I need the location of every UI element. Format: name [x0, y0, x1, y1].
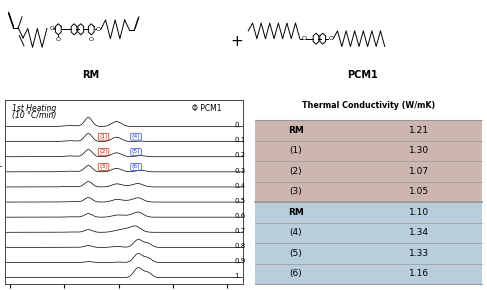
Text: 0.1: 0.1: [235, 137, 246, 143]
Text: (2): (2): [99, 149, 108, 154]
Text: RM: RM: [288, 126, 304, 135]
Text: (5): (5): [289, 249, 302, 258]
Text: Thermal Conductivity (W/mK): Thermal Conductivity (W/mK): [302, 101, 435, 110]
Text: O: O: [95, 27, 100, 32]
Bar: [255, 223, 482, 243]
Bar: [255, 264, 482, 284]
Text: (1): (1): [99, 134, 108, 139]
Text: (6): (6): [131, 164, 140, 169]
Text: 1.30: 1.30: [409, 146, 429, 155]
Text: 0.9: 0.9: [235, 258, 246, 264]
Text: 1.10: 1.10: [409, 208, 429, 217]
Text: 1.33: 1.33: [409, 249, 429, 258]
Text: 1: 1: [235, 273, 239, 279]
Text: O: O: [89, 37, 94, 42]
Y-axis label: Endothermic Up: Endothermic Up: [0, 161, 3, 223]
Text: O: O: [328, 36, 333, 41]
Bar: [255, 182, 482, 202]
Text: Φ PCM1: Φ PCM1: [192, 104, 222, 113]
Text: 0: 0: [235, 122, 239, 128]
Text: 0.2: 0.2: [235, 153, 246, 158]
Text: (4): (4): [131, 134, 140, 139]
Text: 0.3: 0.3: [235, 168, 246, 173]
Text: 1.07: 1.07: [409, 167, 429, 176]
Text: O: O: [56, 37, 61, 42]
Text: 0.8: 0.8: [235, 243, 246, 249]
Text: (4): (4): [290, 229, 302, 238]
Text: 1.34: 1.34: [409, 229, 429, 238]
Bar: [255, 141, 482, 161]
Text: 1.05: 1.05: [409, 187, 429, 196]
Text: 0.4: 0.4: [235, 183, 246, 188]
Text: PCM1: PCM1: [347, 70, 378, 80]
Text: 1.21: 1.21: [409, 126, 429, 135]
Bar: [255, 161, 482, 182]
Text: RM: RM: [288, 208, 304, 217]
Text: RM: RM: [82, 70, 99, 80]
Text: (3): (3): [99, 164, 108, 169]
Bar: [255, 202, 482, 223]
Text: 0.7: 0.7: [235, 228, 246, 234]
Text: 1st Heating: 1st Heating: [13, 104, 56, 113]
Text: O: O: [301, 36, 307, 41]
Bar: [255, 243, 482, 264]
Text: O: O: [49, 26, 54, 31]
Text: 0.5: 0.5: [235, 198, 246, 204]
Text: (10 °C/min): (10 °C/min): [13, 111, 57, 120]
Text: (2): (2): [290, 167, 302, 176]
Text: (3): (3): [289, 187, 302, 196]
Text: +: +: [230, 34, 243, 48]
Text: (1): (1): [289, 146, 302, 155]
Text: (6): (6): [289, 269, 302, 278]
Text: 0.6: 0.6: [235, 213, 246, 219]
Bar: [255, 120, 482, 141]
Text: (5): (5): [131, 149, 140, 154]
Text: 1.16: 1.16: [409, 269, 429, 278]
